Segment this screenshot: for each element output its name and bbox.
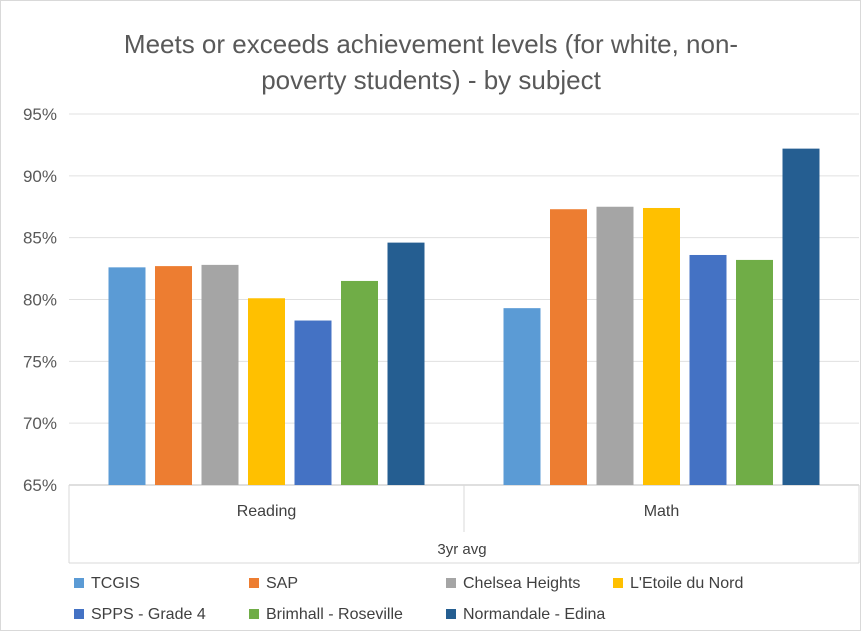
legend-label: Normandale - Edina bbox=[463, 606, 605, 623]
y-axis-ticks: 65% 70% 75% 80% 85% 90% 95% bbox=[23, 105, 57, 495]
category-label: Math bbox=[644, 503, 680, 520]
y-tick-label: 85% bbox=[23, 229, 57, 248]
bar-math-1 bbox=[550, 209, 587, 485]
legend-swatch bbox=[446, 578, 456, 588]
y-tick-label: 75% bbox=[23, 352, 57, 371]
group-axis-label: 3yr avg bbox=[437, 541, 486, 558]
bar-math-2 bbox=[596, 206, 634, 485]
legend-label: Chelsea Heights bbox=[463, 575, 580, 592]
bar-reading-6 bbox=[387, 242, 425, 485]
y-tick-label: 80% bbox=[23, 291, 57, 310]
bar-reading-2 bbox=[201, 264, 239, 485]
bar-math-4 bbox=[689, 254, 727, 485]
category-label: Reading bbox=[237, 503, 297, 520]
y-tick-label: 70% bbox=[23, 414, 57, 433]
category-axis-table bbox=[68, 485, 860, 564]
y-tick-label: 90% bbox=[23, 167, 57, 186]
bar-math-3 bbox=[643, 207, 680, 485]
chart-title-line1: Meets or exceeds achievement levels (for… bbox=[124, 29, 738, 59]
legend-swatch bbox=[613, 578, 623, 588]
legend-swatch bbox=[74, 609, 84, 619]
legend-swatch bbox=[249, 578, 259, 588]
gridlines bbox=[69, 113, 859, 486]
legend: TCGIS SAP Chelsea Heights L'Etoile du Nord S… bbox=[74, 575, 743, 623]
legend-label: SAP bbox=[266, 575, 298, 592]
legend-swatch bbox=[249, 609, 259, 619]
bar-reading-5 bbox=[341, 280, 378, 485]
bar-math-5 bbox=[736, 259, 773, 485]
legend-label: L'Etoile du Nord bbox=[630, 575, 743, 592]
y-tick-label: 95% bbox=[23, 105, 57, 124]
category-labels: Reading Math bbox=[237, 503, 680, 520]
legend-swatch bbox=[446, 609, 456, 619]
bar-reading-1 bbox=[155, 266, 192, 485]
bar-math-6 bbox=[782, 148, 820, 486]
bar-reading-0 bbox=[108, 267, 146, 485]
legend-swatch bbox=[74, 578, 84, 588]
bars bbox=[108, 148, 820, 486]
bar-reading-4 bbox=[294, 320, 332, 485]
bar-reading-3 bbox=[248, 298, 285, 485]
y-tick-label: 65% bbox=[23, 476, 57, 495]
legend-label: TCGIS bbox=[91, 575, 140, 592]
chart-title-line2: poverty students) - by subject bbox=[261, 65, 601, 95]
legend-label: Brimhall - Roseville bbox=[266, 606, 403, 623]
legend-label: SPPS - Grade 4 bbox=[91, 606, 206, 623]
bar-math-0 bbox=[503, 308, 541, 485]
